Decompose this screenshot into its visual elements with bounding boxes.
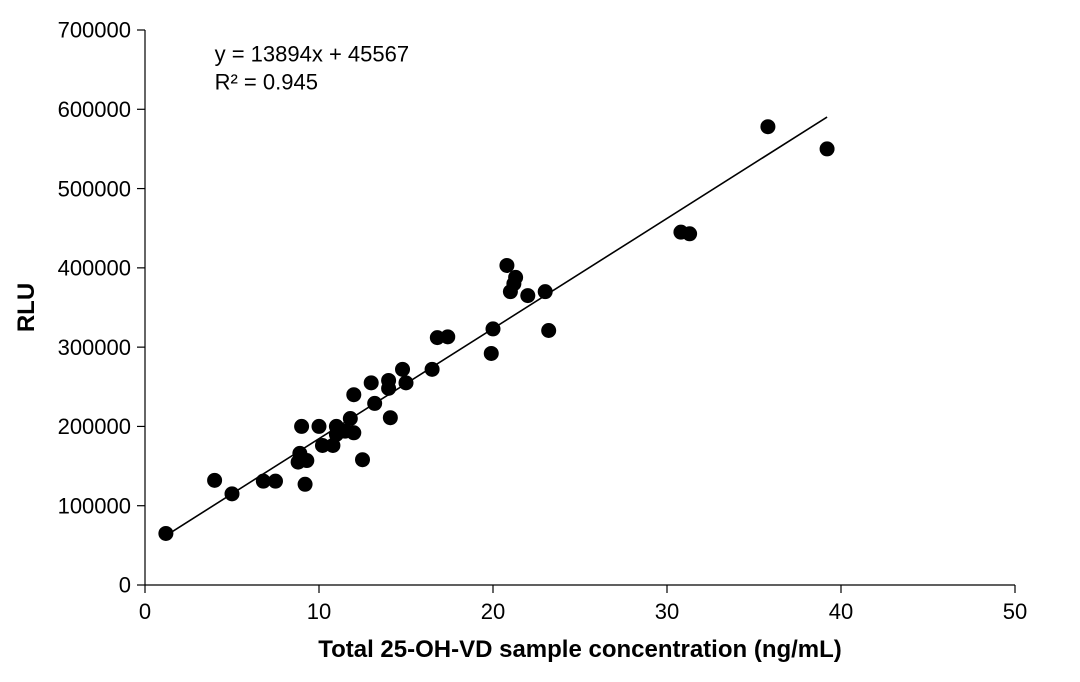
- data-point: [381, 381, 396, 396]
- data-point: [346, 387, 361, 402]
- data-point: [298, 477, 313, 492]
- y-axis-label: RLU: [13, 283, 40, 332]
- data-point: [820, 141, 835, 156]
- y-tick-label: 100000: [58, 493, 131, 518]
- data-point: [364, 375, 379, 390]
- data-point: [486, 321, 501, 336]
- y-tick-label: 400000: [58, 256, 131, 281]
- r-squared-text: R² = 0.945: [215, 69, 318, 94]
- data-point: [538, 284, 553, 299]
- y-tick-label: 0: [119, 573, 131, 598]
- data-point: [294, 419, 309, 434]
- equation-text: y = 13894x + 45567: [215, 42, 410, 67]
- data-point: [355, 452, 370, 467]
- y-tick-label: 700000: [58, 18, 131, 43]
- y-tick-label: 500000: [58, 176, 131, 201]
- data-point: [520, 288, 535, 303]
- x-tick-label: 0: [139, 599, 151, 624]
- y-tick-label: 600000: [58, 97, 131, 122]
- data-point: [440, 329, 455, 344]
- x-tick-label: 40: [829, 599, 853, 624]
- data-point: [682, 226, 697, 241]
- data-point: [312, 419, 327, 434]
- x-tick-label: 20: [481, 599, 505, 624]
- x-tick-label: 30: [655, 599, 679, 624]
- data-point: [207, 473, 222, 488]
- data-point: [508, 270, 523, 285]
- data-point: [484, 346, 499, 361]
- data-point: [399, 375, 414, 390]
- x-tick-label: 50: [1003, 599, 1027, 624]
- scatter-chart: 0 10 20 30 40 50 0 100000 200000 300000 400000 5000…: [0, 0, 1080, 682]
- x-axis-label: Total 25-OH-VD sample concentration (ng/…: [318, 636, 842, 663]
- x-tick-label: 10: [307, 599, 331, 624]
- data-point: [541, 323, 556, 338]
- data-point: [395, 362, 410, 377]
- data-point: [158, 526, 173, 541]
- data-point: [299, 453, 314, 468]
- data-point: [425, 362, 440, 377]
- y-tick-label: 200000: [58, 414, 131, 439]
- chart-svg: 0 10 20 30 40 50 0 100000 200000 300000 400000 5000…: [0, 0, 1080, 682]
- data-point: [346, 425, 361, 440]
- data-point: [268, 474, 283, 489]
- data-point: [225, 486, 240, 501]
- data-point: [760, 119, 775, 134]
- data-point: [367, 396, 382, 411]
- y-tick-label: 300000: [58, 335, 131, 360]
- data-point: [343, 411, 358, 426]
- data-point: [383, 410, 398, 425]
